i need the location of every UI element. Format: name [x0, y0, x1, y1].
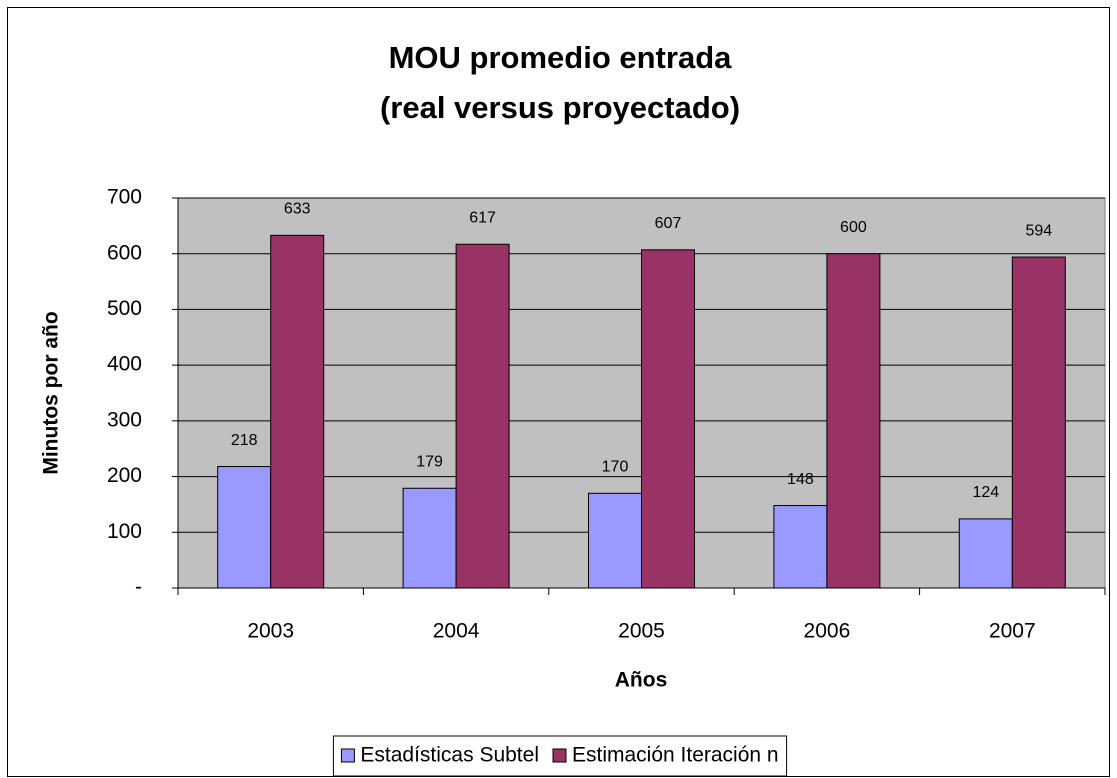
- bar: [1011, 256, 1066, 589]
- y-tick-label: 100: [107, 520, 142, 543]
- value-label: 617: [469, 209, 496, 226]
- value-label: 179: [416, 453, 443, 470]
- value-label: 600: [840, 219, 867, 236]
- bar: [402, 487, 457, 589]
- x-tick-label: 2007: [989, 620, 1036, 643]
- bar: [588, 492, 642, 589]
- y-tick-label: 600: [107, 241, 142, 264]
- x-tick-label: 2006: [804, 620, 851, 643]
- legend-swatch: [340, 748, 355, 763]
- bar: [217, 466, 272, 589]
- y-tick-label: -: [135, 576, 142, 599]
- legend-label: Estimación Iteración n: [572, 744, 779, 767]
- bar: [641, 249, 695, 589]
- y-tick-label: 500: [107, 297, 142, 320]
- chart-title: (real versus proyectado): [380, 90, 740, 125]
- y-axis-title: Minutos por año: [40, 311, 63, 474]
- bar: [826, 253, 881, 589]
- x-axis-title: Años: [615, 669, 668, 692]
- bar: [270, 234, 325, 589]
- x-tick-label: 2004: [433, 620, 480, 643]
- value-label: 607: [655, 215, 682, 232]
- legend: Estadísticas Subtel Estimación Iteración …: [332, 735, 788, 777]
- y-tick-label: 400: [107, 353, 142, 376]
- legend-box: [332, 735, 788, 777]
- value-label: 594: [1025, 222, 1052, 239]
- y-tick-label: 200: [107, 464, 142, 487]
- value-label: 124: [972, 484, 999, 501]
- bar: [773, 505, 828, 589]
- value-label: 633: [284, 201, 311, 218]
- value-label: 148: [787, 471, 814, 488]
- value-label: 170: [602, 459, 629, 476]
- bar: [958, 518, 1013, 589]
- x-tick-label: 2005: [618, 620, 665, 643]
- legend-label: Estadísticas Subtel: [360, 744, 539, 767]
- x-tick-label: 2003: [247, 620, 294, 643]
- value-label: 218: [231, 432, 258, 449]
- y-tick-label: 700: [107, 186, 142, 209]
- bar: [455, 243, 510, 589]
- legend-swatch: [552, 748, 567, 763]
- chart-title: MOU promedio entrada: [389, 40, 733, 75]
- y-tick-label: 300: [107, 408, 142, 431]
